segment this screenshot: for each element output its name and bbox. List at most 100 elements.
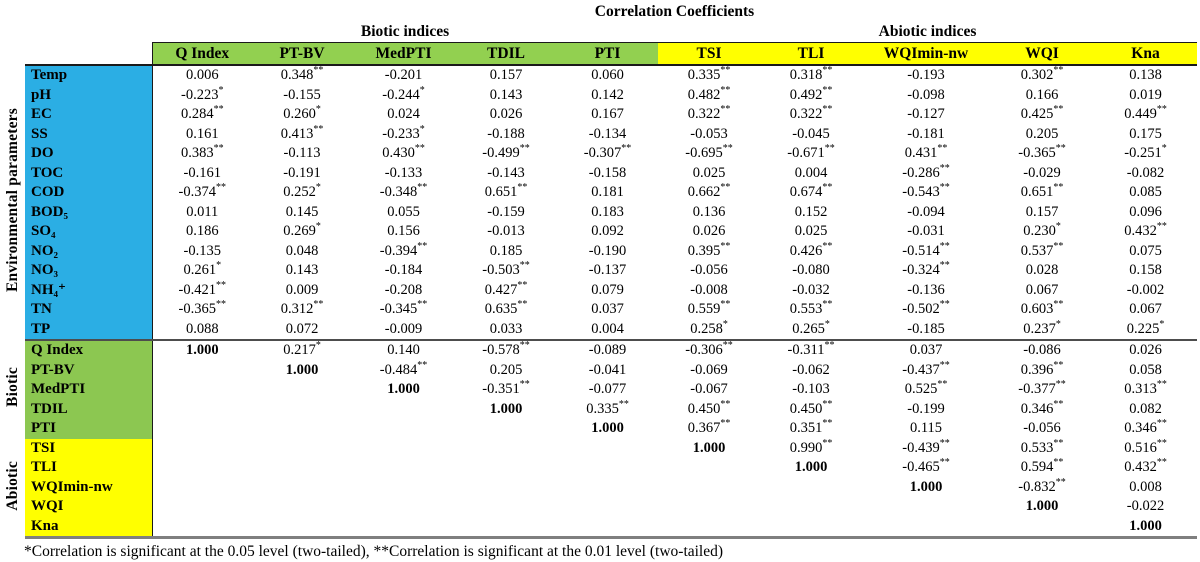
corr-cell-wqi-2 (352, 497, 455, 517)
significance-marker: ** (822, 105, 833, 116)
corr-cell-ec-3: 0.026 (489, 106, 523, 122)
corr-cell-pt-bv-3: 0.205 (489, 361, 523, 378)
corr-cell-do-8: -0.365** (1018, 144, 1066, 161)
corr-cell-no-1: 0.048 (285, 242, 319, 259)
table-row-no: NO₂ -0.135 0.048 -0.394** 0.185 -0.190 0.395**… (0, 241, 1197, 261)
corr-cell-wqimin-nw-0 (152, 478, 252, 498)
biotic-indices-group-header: Biotic indices (152, 22, 658, 43)
corr-cell-temp-9: 0.138 (1129, 67, 1162, 83)
corr-cell-nh-5: -0.008 (690, 281, 728, 298)
corr-cell-no-4: -0.137 (588, 262, 627, 278)
corr-cell-q-index-3: -0.578** (455, 339, 557, 361)
corr-cell-tli-9: 0.432** (1124, 458, 1167, 475)
column-header-tdil: TDIL (455, 42, 557, 66)
corr-cell-ss-3: -0.188 (487, 125, 525, 142)
corr-cell-nh-0: -0.421** (178, 280, 226, 298)
corr-cell-no-5: -0.056 (690, 262, 728, 278)
significance-marker: ** (313, 300, 324, 311)
corr-cell-wqi-3 (455, 497, 557, 517)
significance-marker: ** (1053, 399, 1064, 410)
corr-cell-ss-8: 0.205 (1025, 125, 1059, 142)
corr-cell-temp-2: -0.201 (384, 67, 423, 83)
row-label-kna: Kna (25, 516, 153, 539)
corr-cell-toc-9: -0.082 (1126, 164, 1165, 181)
row-label-ss: SS (25, 124, 153, 144)
corr-cell-tli-6: 1.000 (794, 459, 828, 475)
table-row-bod: BOD₅ 0.011 0.145 0.055 -0.159 0.183 0.136 0.152… (0, 202, 1197, 222)
corr-cell-tp-4: 0.004 (591, 320, 624, 337)
significance-marker: ** (720, 241, 731, 252)
corr-cell-tdil-2 (352, 400, 455, 420)
corr-cell-ec-6: 0.322** (789, 105, 833, 122)
corr-cell-no-6: 0.426** (789, 241, 833, 259)
table-row-temp: Environmental parameters Temp 0.006 0.348**… (0, 65, 1197, 340)
corr-cell-cod-8: 0.651** (1020, 183, 1064, 200)
corr-cell-tli-0 (152, 458, 252, 478)
row-label-do: DO (25, 144, 153, 164)
correlation-table: Biotic indices Abiotic indices Q Index PT… (0, 22, 1197, 539)
table-row-nh: NH₄⁺ -0.421** 0.009 -0.208 0.427** 0.079 -0.00… (0, 280, 1197, 300)
corr-cell-q-index-8: -0.086 (990, 339, 1094, 361)
corr-cell-q-index-2: 0.140 (352, 339, 455, 361)
corr-cell-temp-6: 0.318** (789, 65, 833, 83)
row-label-medpti: MedPTI (25, 380, 153, 400)
corr-cell-toc-4: -0.158 (588, 164, 627, 181)
corr-cell-no-0: -0.135 (183, 242, 221, 259)
corr-cell-no-4: -0.190 (588, 242, 627, 259)
table-row-tli: TLI 1.000 -0.465** 0.594** 0.432** (0, 458, 1197, 478)
corr-cell-ph-4: 0.142 (591, 86, 624, 103)
significance-marker: ** (1156, 105, 1167, 116)
table-row-do: DO 0.383** -0.113 0.430** -0.499** -0.307** -0… (0, 144, 1197, 164)
row-group-label-abiotic: Abiotic (0, 438, 25, 538)
row-label-pt-bv: PT-BV (25, 360, 153, 380)
corr-cell-nh-6: -0.032 (792, 281, 830, 298)
corr-cell-temp-0: 0.006 (185, 67, 219, 83)
corr-cell-ec-1: 0.260* (283, 105, 321, 122)
corr-cell-tp-1: 0.072 (285, 320, 319, 337)
corr-cell-ec-8: 0.425** (1020, 105, 1064, 122)
row-group-label-biotic: Biotic (0, 340, 25, 439)
corr-cell-no-2: -0.184 (384, 262, 423, 278)
significance-marker: ** (939, 438, 950, 449)
significance-marker: ** (1053, 241, 1064, 252)
corr-cell-no-8: 0.537** (1020, 241, 1064, 259)
corr-cell-pti-7: 0.115 (909, 420, 943, 436)
table-row-pt-bv: PT-BV 1.000 -0.484** 0.205 -0.041 -0.069 -0.06… (0, 360, 1197, 380)
significance-marker: ** (1156, 419, 1167, 430)
corr-cell-do-0: 0.383** (180, 144, 224, 161)
corr-cell-ph-9: 0.019 (1129, 86, 1162, 103)
row-label-q-index: Q Index (25, 339, 153, 361)
corr-cell-tli-3 (455, 458, 557, 478)
corr-cell-cod-9: 0.085 (1129, 184, 1162, 200)
corr-cell-q-index-6: -0.311** (760, 339, 862, 361)
significance-marker: * (315, 222, 321, 233)
column-header-kna: Kna (1094, 42, 1197, 66)
corr-cell-tp-2: -0.009 (384, 320, 423, 337)
row-label-no: NO₃ (25, 261, 153, 281)
abiotic-indices-group-header: Abiotic indices (658, 22, 1197, 43)
corr-cell-q-index-5: -0.306** (658, 339, 760, 361)
significance-marker: ** (1156, 380, 1167, 391)
corr-cell-temp-5: 0.335** (687, 65, 731, 83)
corr-cell-toc-8: -0.029 (1023, 164, 1061, 181)
significance-marker: ** (720, 183, 731, 194)
corr-cell-tn-0: -0.365** (178, 300, 226, 317)
corr-cell-so-8: 0.230* (1023, 222, 1061, 239)
corr-cell-kna-1 (252, 516, 352, 539)
corr-cell-wqimin-nw-9: 0.008 (1129, 478, 1162, 495)
corr-cell-do-5: -0.695** (685, 144, 733, 161)
corr-cell-nh-4: 0.079 (591, 281, 624, 298)
corr-cell-ph-7: -0.098 (907, 86, 945, 103)
corr-cell-q-index-4: -0.089 (557, 339, 658, 361)
corr-cell-so-4: 0.092 (591, 223, 624, 239)
significance-marker: ** (822, 399, 833, 410)
corr-cell-medpti-5: -0.067 (690, 381, 728, 397)
significance-marker: ** (417, 183, 428, 194)
significance-marker: ** (722, 144, 733, 155)
significance-marker: ** (313, 124, 324, 135)
corr-cell-tn-8: 0.603** (1020, 300, 1064, 317)
significance-marker: ** (519, 340, 530, 352)
corner-cell (25, 42, 153, 66)
corr-cell-bod-7: -0.094 (907, 203, 945, 220)
